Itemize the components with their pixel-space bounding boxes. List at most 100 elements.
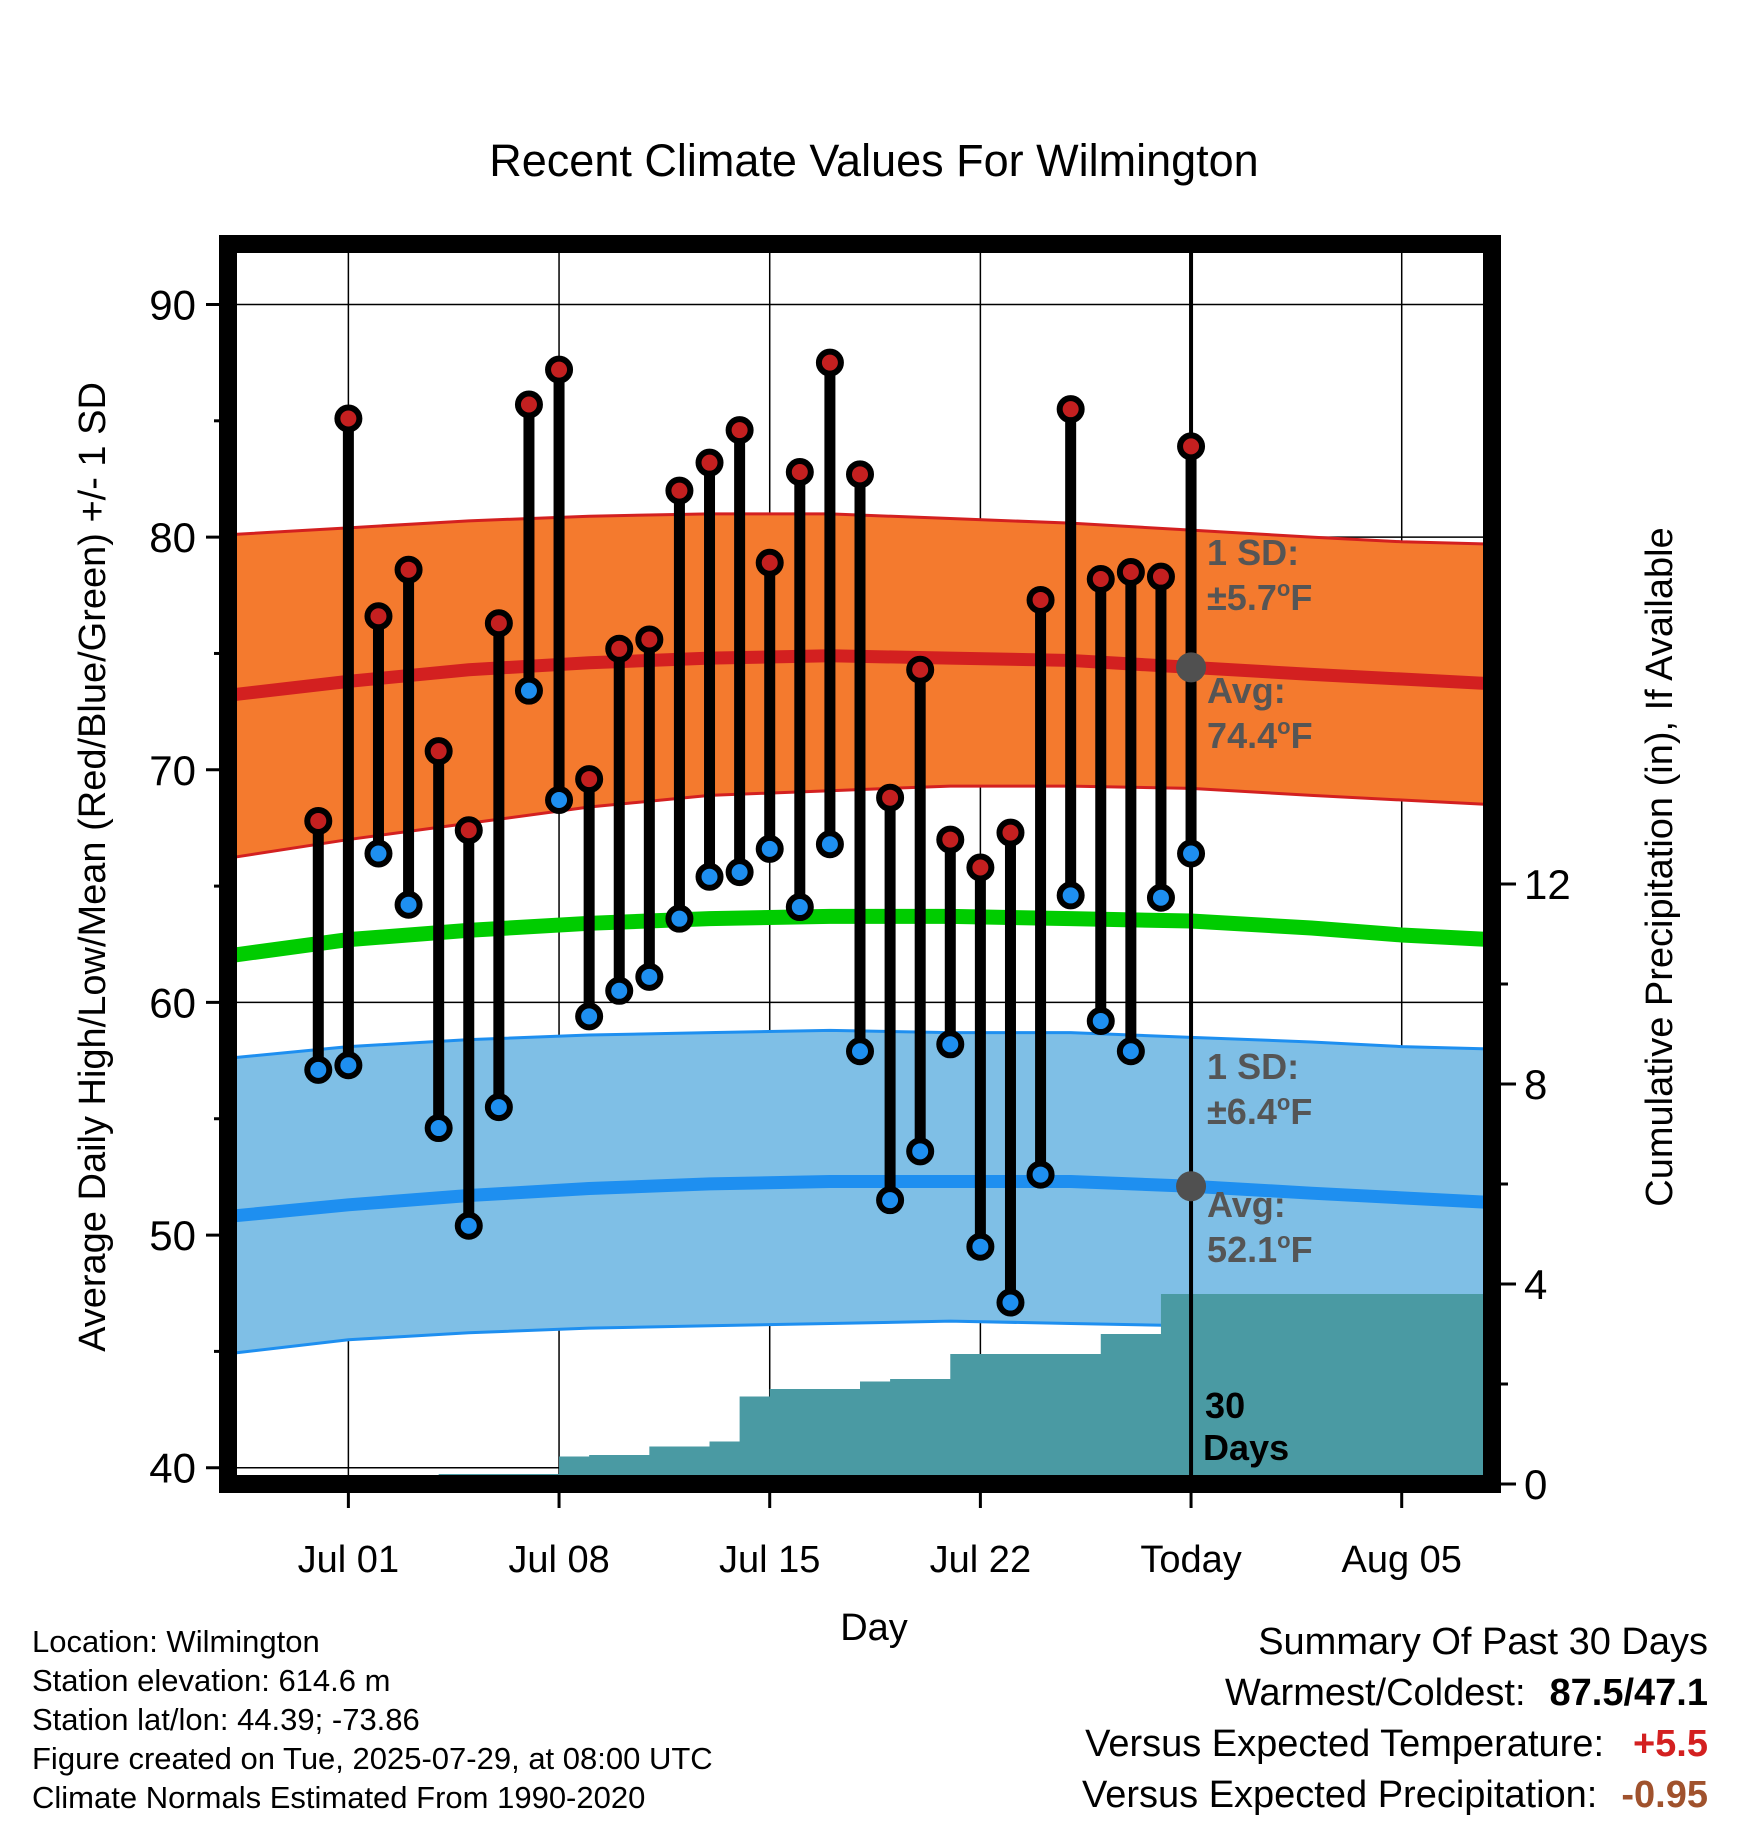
high-avg-label: Avg: — [1207, 670, 1286, 711]
low-point — [514, 676, 543, 705]
low-point — [1146, 883, 1175, 912]
x-tick-label: Jul 15 — [719, 1539, 820, 1581]
low-point — [755, 834, 784, 863]
y-tick-label: 90 — [149, 281, 196, 328]
low-point — [1026, 1160, 1055, 1189]
low-point — [605, 976, 634, 1005]
y2-tick-label: 8 — [1524, 1061, 1547, 1108]
high-point — [364, 602, 393, 631]
window-label-line2: Days — [1203, 1427, 1289, 1468]
low-point — [815, 830, 844, 859]
y-tick-label: 40 — [149, 1445, 196, 1492]
high-point — [906, 655, 935, 684]
high-point — [725, 416, 754, 445]
low-point — [996, 1288, 1025, 1317]
high-point — [1146, 562, 1175, 591]
y2-tick-label: 12 — [1524, 861, 1571, 908]
high-point — [484, 609, 513, 638]
axes: 40 50 60 70 80 90 0 4 8 12 Jul 01 Jul 08 Jul 15 Jul 2… — [149, 281, 1570, 1581]
high-point — [846, 460, 874, 489]
high-point — [1026, 585, 1055, 614]
low-sd-value: ±6.4oF — [1207, 1090, 1312, 1132]
info-location: Location: Wilmington — [32, 1624, 320, 1659]
summary-temperature: Versus Expected Temperature: +5.5 — [1085, 1723, 1708, 1766]
high-point — [514, 390, 543, 419]
summary-precipitation: Versus Expected Precipitation: -0.95 — [1082, 1774, 1708, 1817]
high-point — [665, 476, 694, 505]
high-point — [996, 818, 1025, 847]
high-sd-label: 1 SD: — [1207, 532, 1299, 573]
high-point — [545, 355, 574, 384]
high-point — [695, 448, 724, 477]
y-tick-label: 60 — [149, 979, 196, 1026]
temperature-label: Versus Expected Temperature: — [1085, 1723, 1604, 1765]
low-point — [334, 1051, 363, 1080]
low-avg-value: 52.1oF — [1207, 1228, 1313, 1270]
high-sd-upper-line — [227, 512, 1493, 546]
info-latlon: Station lat/lon: 44.39; -73.86 — [32, 1702, 420, 1737]
plot-frame — [219, 235, 1501, 1493]
x-tick-label: Today — [1140, 1539, 1241, 1581]
y-tick-label: 80 — [149, 514, 196, 561]
high-point — [815, 348, 844, 377]
low-point — [304, 1055, 333, 1084]
high-point — [876, 783, 905, 812]
high-point — [755, 548, 784, 577]
high-sd-value: ±5.7oF — [1207, 576, 1312, 618]
warmest-coldest-value: 87.5/47.1 — [1549, 1672, 1708, 1714]
x-tick-label: Aug 05 — [1341, 1539, 1461, 1581]
high-point — [1177, 432, 1206, 461]
low-point — [876, 1186, 905, 1215]
x-tick-label: Jul 01 — [298, 1539, 399, 1581]
x-axis-label: Day — [840, 1607, 908, 1649]
low-point — [424, 1114, 453, 1143]
high-point — [394, 555, 423, 584]
x-tick-label: Jul 22 — [930, 1539, 1031, 1581]
high-point — [1056, 395, 1085, 424]
precipitation-label: Versus Expected Precipitation: — [1081, 1774, 1598, 1816]
daily-range-bars — [304, 348, 1206, 1317]
low-point — [936, 1030, 965, 1059]
low-point — [394, 890, 423, 919]
high-point — [605, 634, 634, 663]
low-point — [725, 858, 754, 887]
high-avg-today-marker — [1176, 652, 1207, 683]
precipitation-area — [228, 1294, 1492, 1484]
low-point — [1116, 1037, 1145, 1066]
precipitation-cumulative-area — [228, 1294, 1492, 1484]
low-point — [545, 786, 574, 815]
plot-border — [219, 235, 1501, 1493]
low-point — [846, 1037, 874, 1066]
info-normals: Climate Normals Estimated From 1990-2020 — [32, 1780, 646, 1815]
y-tick-label: 50 — [149, 1212, 196, 1259]
low-point — [1086, 1007, 1115, 1036]
low-point — [785, 893, 814, 922]
high-point — [304, 806, 333, 835]
temperature-value: +5.5 — [1632, 1723, 1708, 1765]
warmest-coldest-label: Warmest/Coldest: — [1224, 1672, 1526, 1714]
y2-tick-label: 4 — [1524, 1261, 1547, 1308]
high-avg-value: 74.4oF — [1207, 714, 1313, 756]
low-point — [695, 862, 724, 891]
low-point — [966, 1232, 995, 1261]
low-point — [484, 1093, 513, 1122]
high-point — [785, 457, 814, 486]
high-point — [1086, 565, 1115, 594]
chart-title: Recent Climate Values For Wilmington — [489, 135, 1258, 186]
low-avg-today-marker — [1176, 1171, 1207, 1202]
summary-warmest-coldest: Warmest/Coldest: 87.5/47.1 — [1225, 1672, 1708, 1715]
x-tick-label: Jul 08 — [508, 1539, 609, 1581]
low-sd-label: 1 SD: — [1207, 1046, 1299, 1087]
y-axis-label: Average Daily High/Low/Mean (Red/Blue/Gr… — [72, 382, 114, 1352]
low-point — [454, 1211, 483, 1240]
low-point — [635, 962, 664, 991]
low-point — [665, 904, 694, 933]
high-point — [454, 816, 483, 845]
high-point — [1116, 558, 1145, 587]
info-elevation: Station elevation: 614.6 m — [32, 1663, 391, 1698]
summary-title: Summary Of Past 30 Days — [1258, 1621, 1708, 1663]
info-created: Figure created on Tue, 2025-07-29, at 08… — [32, 1741, 713, 1776]
high-point — [936, 825, 965, 854]
